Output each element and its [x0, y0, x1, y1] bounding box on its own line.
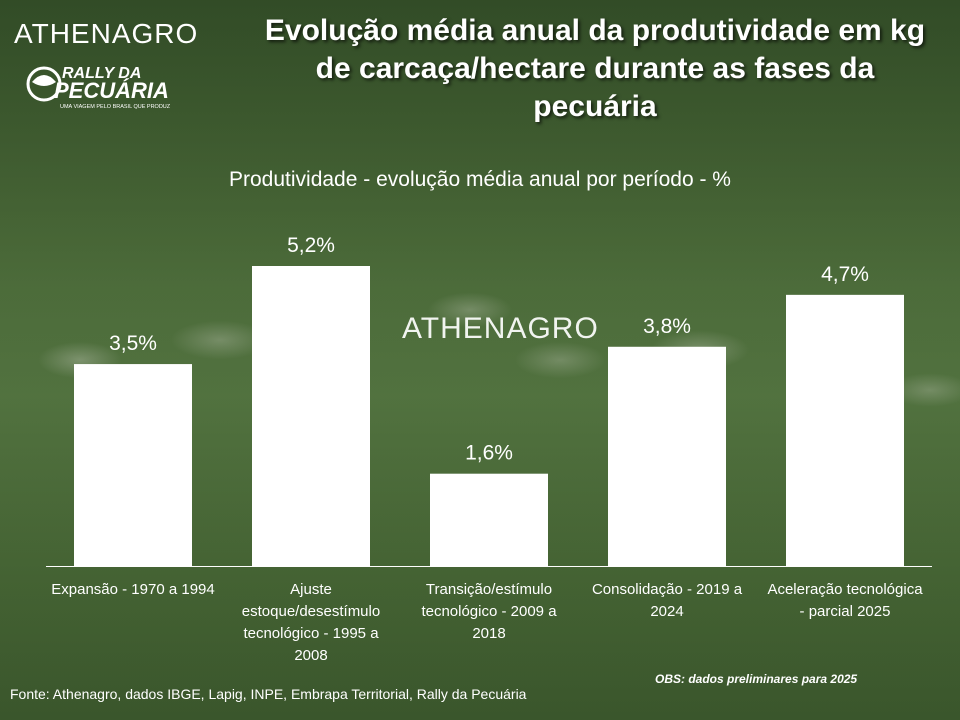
rally-logo-line2: PECUÁRIA: [54, 78, 169, 103]
category-label-2: Ajuste estoque/desestímulo tecnológico - 1…: [242, 581, 380, 664]
data-label-2: 5,2%: [287, 234, 335, 257]
bar-4: [608, 346, 726, 566]
page-title: Evolução média anual da produtividade em…: [264, 14, 926, 123]
source-footnote: Fonte: Athenagro, dados IBGE, Lapig, INP…: [10, 686, 527, 702]
category-label-4: Consolidação - 2019 a 2024: [592, 581, 743, 620]
bar-5: [786, 294, 904, 566]
chart-title: Produtividade - evolução média anual por…: [229, 168, 731, 191]
athenagro-watermark: ATHENAGRO: [402, 312, 599, 346]
category-label-5: Aceleração tecnológica - parcial 2025: [767, 581, 923, 620]
athenagro-logo: ATHENAGRO: [14, 18, 198, 50]
data-label-5: 4,7%: [821, 263, 869, 286]
rally-logo-line1: RALLY DA: [62, 65, 141, 82]
bar-3: [430, 473, 548, 566]
bar-1: [74, 364, 192, 566]
rally-da-pecuaria-logo: RALLY DA PECUÁRIA UMA VIAGEM PELO BRASIL…: [26, 65, 171, 110]
category-label-3: Transição/estímulo tecnológico - 2009 a 20…: [421, 581, 557, 642]
category-label-1: Expansão - 1970 a 1994: [51, 581, 214, 598]
data-label-4: 3,8%: [643, 315, 691, 338]
athenagro-logo-text: ATHENAGRO: [14, 18, 199, 49]
data-label-3: 1,6%: [465, 442, 513, 465]
watermark-text: ATHENAGRO: [402, 312, 599, 345]
rally-logo-tagline: UMA VIAGEM PELO BRASIL QUE PRODUZ: [60, 104, 171, 110]
preliminary-note: OBS: dados preliminares para 2025: [655, 672, 858, 686]
data-label-1: 3,5%: [109, 332, 157, 355]
bar-2: [252, 266, 370, 566]
